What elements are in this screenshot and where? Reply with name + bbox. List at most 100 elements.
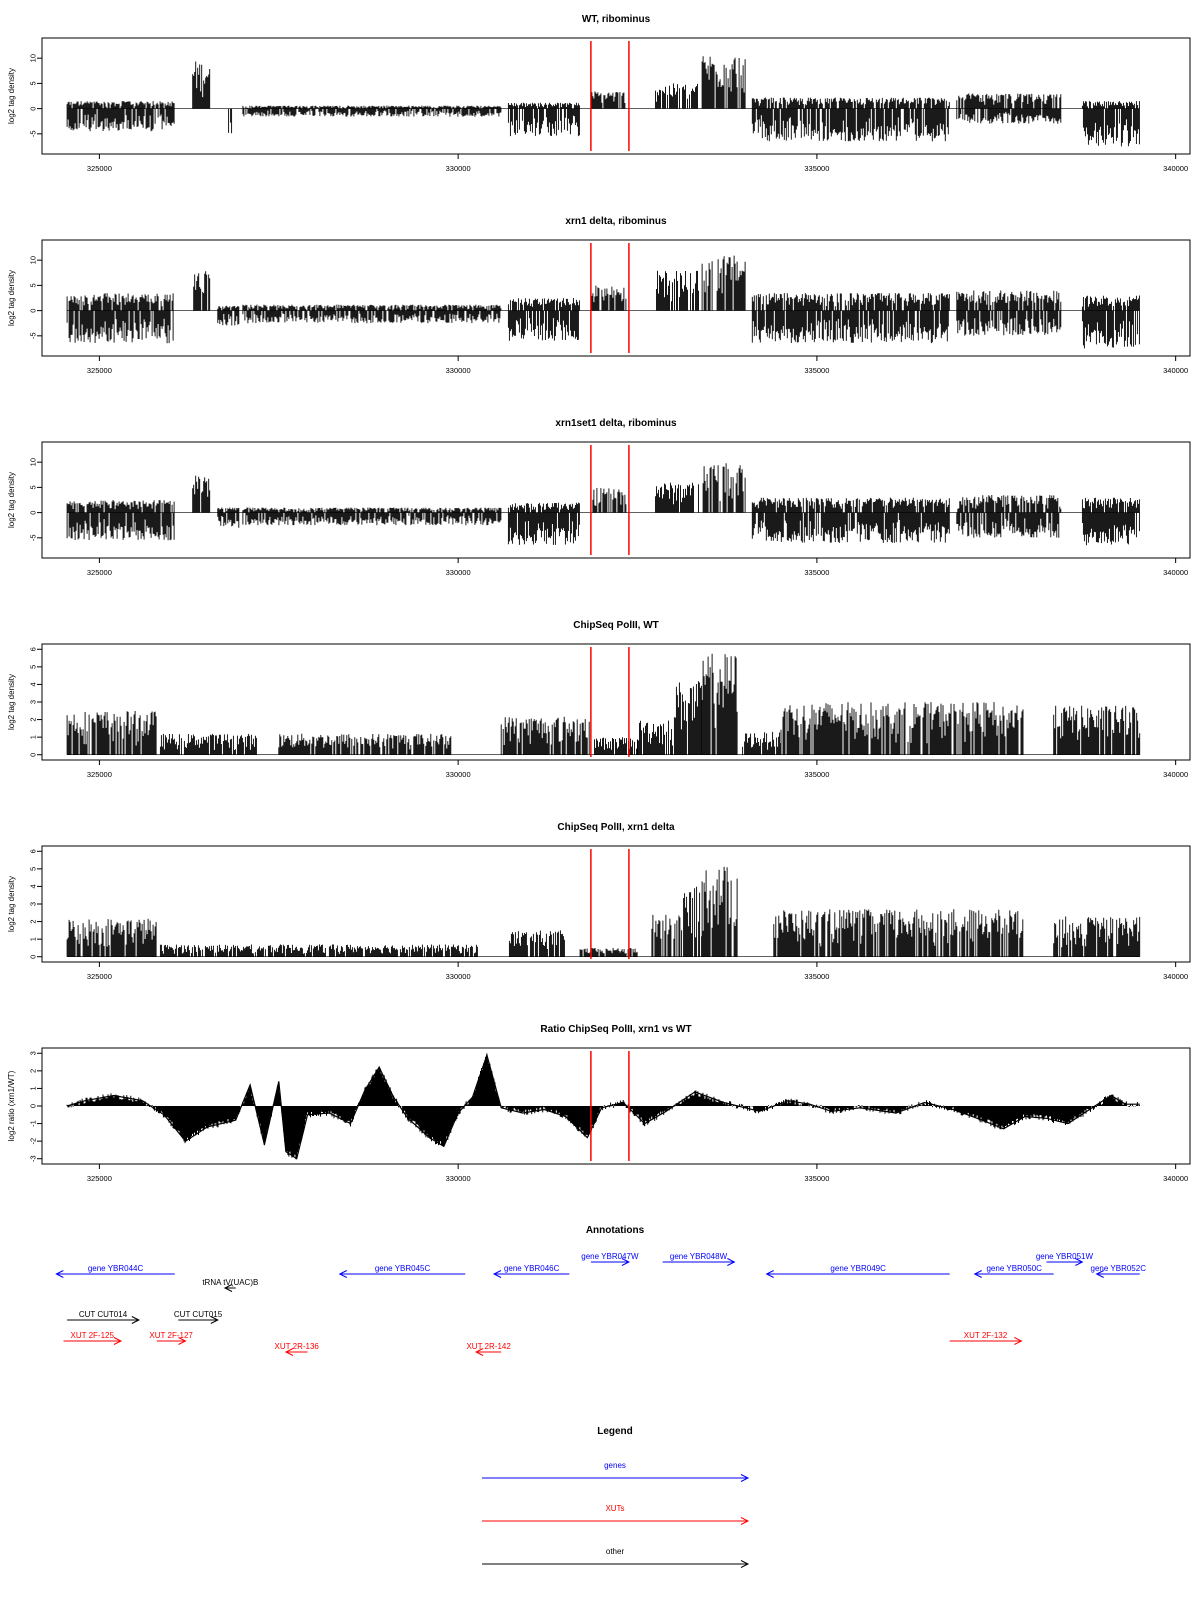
- feature-arrowhead: [178, 1337, 187, 1345]
- x-tick-label: 340000: [1163, 366, 1188, 375]
- coverage-bars: [159, 944, 478, 957]
- feature-arrowhead: [338, 1270, 347, 1278]
- feature: CUT CUT015: [174, 1310, 223, 1324]
- coverage-bars: [701, 653, 738, 755]
- coverage-bars: [1053, 705, 1141, 755]
- coverage-bars: [651, 914, 681, 957]
- feature-label: XUT 2R-142: [466, 1342, 511, 1351]
- y-axis-label: log2 tag density: [7, 674, 16, 730]
- y-tick-label: -5: [29, 332, 38, 339]
- coverage-bars: [1081, 101, 1140, 147]
- x-tick-label: 330000: [446, 366, 471, 375]
- feature: gene YBR052C: [1091, 1264, 1146, 1278]
- legend-arrowhead: [740, 1560, 750, 1568]
- coverage-bars: [780, 702, 1024, 755]
- x-tick-label: 325000: [87, 568, 112, 577]
- y-tick-label: 5: [29, 283, 38, 287]
- feature: XUT 2F-125: [63, 1331, 123, 1345]
- coverage-bars: [956, 495, 1062, 538]
- y-tick-label: 2: [29, 919, 38, 923]
- legend-item: other: [482, 1547, 750, 1568]
- feature-arrowhead: [1075, 1258, 1084, 1266]
- coverage-bars: [1081, 295, 1140, 349]
- feature-arrowhead: [727, 1258, 736, 1266]
- feature-arrowhead: [284, 1348, 294, 1356]
- x-tick-label: 330000: [446, 770, 471, 779]
- x-tick-label: 340000: [1163, 1174, 1188, 1183]
- y-tick-label: 0: [29, 955, 38, 959]
- y-axis-label: log2 tag density: [7, 472, 16, 528]
- panel-1: WT, ribominus 325000 330000 335000 340000 -5 0…: [7, 14, 1191, 173]
- x-tick-label: 325000: [87, 366, 112, 375]
- coverage-bars: [66, 500, 175, 541]
- coverage-bars: [956, 290, 1062, 336]
- coverage-bars: [66, 918, 157, 957]
- plot-frame: [41, 441, 1191, 559]
- y-tick-label: 4: [29, 884, 38, 888]
- coverage-bars: [242, 507, 502, 526]
- coverage-bars: [656, 270, 699, 311]
- x-tick-label: 340000: [1163, 972, 1188, 981]
- coverage-bars: [66, 293, 174, 344]
- panel-title: Ratio ChipSeq PolII, xrn1 vs WT: [540, 1024, 691, 1035]
- feature: XUT 2R-142: [466, 1342, 511, 1356]
- feature: gene YBR044C: [55, 1264, 175, 1278]
- y-tick-label: 6: [29, 647, 38, 651]
- y-tick-label: 6: [29, 849, 38, 853]
- coverage-bars: [579, 948, 638, 957]
- feature-arrowhead: [223, 1284, 233, 1292]
- coverage-bars: [192, 475, 211, 513]
- feature-arrowhead: [131, 1316, 140, 1324]
- coverage-bars: [1081, 497, 1140, 546]
- coverage-bars: [594, 737, 638, 755]
- feature: CUT CUT014: [67, 1310, 140, 1324]
- y-tick-label: 5: [29, 81, 38, 85]
- plot-frame: [41, 37, 1191, 155]
- coverage-bars: [701, 866, 738, 957]
- feature: XUT 2F-132: [949, 1331, 1023, 1345]
- feature-arrowhead: [1014, 1337, 1023, 1345]
- panel-3: xrn1set1 delta, ribominus 325000 330000 335…: [7, 418, 1191, 577]
- feature-arrowhead: [621, 1258, 631, 1266]
- legend-item: genes: [482, 1461, 750, 1482]
- coverage-bars: [655, 83, 698, 109]
- x-tick-label: 335000: [804, 164, 829, 173]
- legend-arrowhead: [740, 1474, 750, 1482]
- y-tick-label: 3: [29, 1051, 38, 1055]
- legend-label: genes: [604, 1461, 626, 1470]
- x-tick-label: 335000: [804, 568, 829, 577]
- feature: gene YBR047W: [581, 1252, 639, 1266]
- legend-arrowhead: [740, 1517, 750, 1525]
- plot-frame: [41, 239, 1191, 357]
- coverage-bars: [681, 886, 703, 957]
- y-tick-label: 2: [29, 717, 38, 721]
- x-tick-label: 325000: [87, 770, 112, 779]
- feature: tRNA tV(UAC)B: [202, 1278, 258, 1292]
- coverage-series: [66, 56, 1140, 147]
- coverage-series: [66, 255, 1140, 349]
- y-tick-label: 10: [29, 458, 38, 466]
- coverage-bars: [590, 285, 627, 311]
- coverage-bars: [655, 482, 699, 513]
- panel-title: xrn1set1 delta, ribominus: [555, 418, 677, 429]
- feature-arrowhead: [1095, 1270, 1104, 1278]
- y-tick-label: 1: [29, 937, 38, 941]
- legend-label: other: [606, 1547, 625, 1556]
- legend-label: XUTs: [605, 1504, 624, 1513]
- coverage-bars: [956, 93, 1062, 124]
- y-tick-label: 0: [29, 511, 38, 515]
- coverage-bars: [591, 91, 626, 109]
- feature-label: gene YBR045C: [375, 1264, 431, 1273]
- y-tick-label: 2: [29, 1069, 38, 1073]
- feature-arrowhead: [113, 1337, 123, 1345]
- feature-arrowhead: [765, 1270, 774, 1278]
- legend: Legend genes XUTs other: [482, 1426, 750, 1568]
- coverage-bars: [507, 298, 580, 341]
- y-tick-label: 0: [29, 309, 38, 313]
- feature: gene YBR049C: [765, 1264, 950, 1278]
- feature-arrowhead: [210, 1316, 219, 1324]
- y-tick-label: 1: [29, 735, 38, 739]
- coverage-bars: [508, 930, 565, 957]
- y-tick-label: 1: [29, 1086, 38, 1090]
- x-tick-label: 325000: [87, 164, 112, 173]
